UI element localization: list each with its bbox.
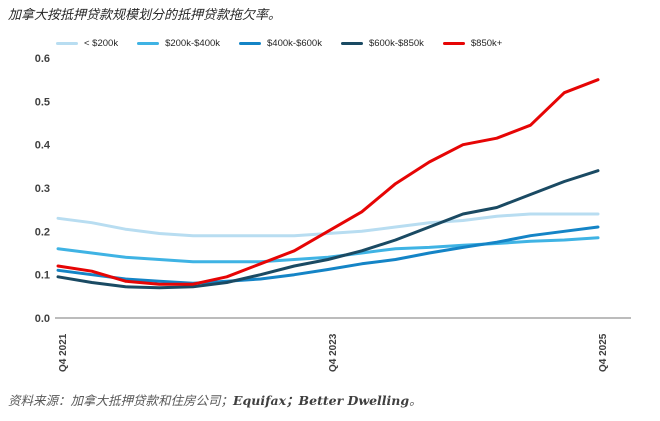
legend-swatch-icon bbox=[340, 42, 363, 45]
legend-label: $850k+ bbox=[470, 38, 503, 49]
y-tick-label: 0.6 bbox=[35, 53, 50, 65]
legend: < $200k $200k-$400k $400k-$600k $600k-$8… bbox=[56, 38, 502, 49]
y-tick-label: 0.4 bbox=[35, 140, 51, 152]
y-tick-label: 0.2 bbox=[35, 226, 50, 238]
legend-swatch-icon bbox=[239, 42, 262, 45]
legend-item-under-200k: < $200k bbox=[56, 38, 118, 49]
y-tick-label: 0.3 bbox=[35, 183, 50, 195]
x-tick-label: Q4 2025 bbox=[598, 333, 609, 372]
source-note-bold: Equifax；Better Dwelling bbox=[233, 393, 410, 408]
chart-title: 加拿大按抵押贷款规模划分的抵押贷款拖欠率。 bbox=[8, 8, 282, 23]
y-tick-label: 0.0 bbox=[35, 313, 50, 325]
legend-item-850k-plus: $850k+ bbox=[442, 38, 503, 49]
source-note: 资料来源：加拿大抵押贷款和住房公司；Equifax；Better Dwellin… bbox=[8, 390, 654, 409]
x-tick-label: Q4 2023 bbox=[328, 333, 339, 372]
legend-label: < $200k bbox=[84, 38, 119, 49]
source-note-suffix: 。 bbox=[409, 393, 422, 408]
legend-item-600k-850k: $600k-$850k bbox=[340, 38, 424, 49]
legend-swatch-icon bbox=[56, 42, 78, 45]
series-line-2 bbox=[56, 225, 600, 285]
source-note-prefix: 资料来源：加拿大抵押贷款和住房公司； bbox=[8, 393, 234, 408]
series-line-0 bbox=[56, 212, 600, 238]
legend-label: $400k-$600k bbox=[267, 38, 322, 49]
y-tick-label: 0.1 bbox=[35, 270, 50, 282]
legend-label: $200k-$400k bbox=[165, 38, 221, 49]
legend-label: $600k-$850k bbox=[368, 38, 424, 49]
legend-item-200k-400k: $200k-$400k bbox=[137, 38, 220, 49]
x-tick-label: Q4 2021 bbox=[58, 333, 69, 372]
legend-swatch-icon bbox=[137, 42, 160, 45]
delinquency-line-chart: 0.0 0.1 0.2 0.3 0.4 0.5 0.6 Q4 2021 Q4 2023 Q4 20… bbox=[35, 53, 631, 372]
series-line-3 bbox=[56, 169, 600, 290]
legend-item-400k-600k: $400k-$600k bbox=[239, 38, 322, 49]
series-line-4 bbox=[56, 78, 600, 286]
series-line-1 bbox=[56, 236, 600, 264]
legend-swatch-icon bbox=[442, 42, 465, 45]
y-tick-label: 0.5 bbox=[35, 96, 50, 108]
